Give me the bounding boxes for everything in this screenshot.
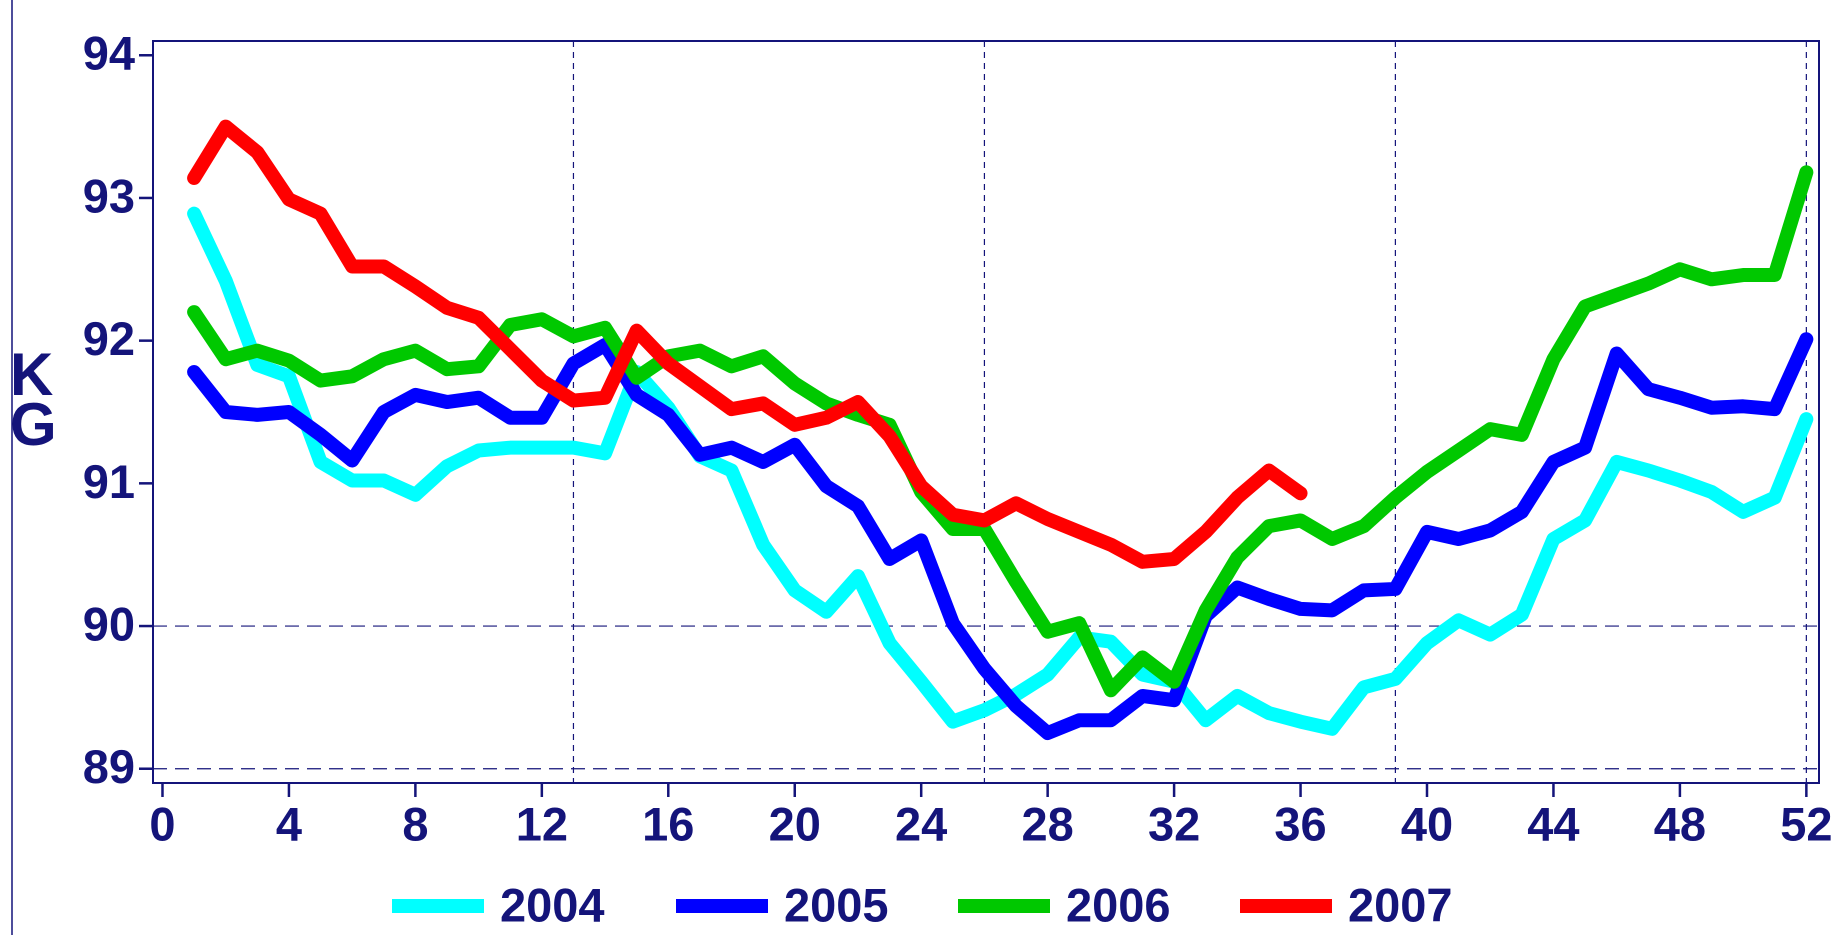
legend-label: 2007 (1348, 878, 1453, 931)
x-tick-label: 12 (516, 797, 568, 850)
x-tick-label: 40 (1401, 797, 1453, 850)
plot-frame (152, 40, 1820, 784)
legend-label: 2004 (500, 878, 605, 931)
y-tick-label: 94 (83, 27, 135, 80)
legend-label: 2005 (784, 878, 889, 931)
x-tick-label: 44 (1527, 797, 1579, 850)
y-tick-label: 90 (83, 597, 135, 650)
y-axis-label: KG (10, 341, 57, 458)
y-tick-label: 92 (83, 312, 135, 365)
series-line (187, 165, 1814, 698)
series-line (187, 206, 1814, 736)
x-tick-label: 52 (1780, 797, 1832, 850)
x-tick-label: 0 (149, 797, 175, 850)
x-tick-label: 20 (769, 797, 821, 850)
x-tick-label: 36 (1274, 797, 1326, 850)
x-tick-label: 16 (642, 797, 694, 850)
y-tick-label: 91 (83, 455, 135, 508)
series-line (187, 332, 1814, 741)
x-tick-label: 24 (895, 797, 947, 850)
x-tick-label: 32 (1148, 797, 1200, 850)
x-tick-label: 8 (402, 797, 428, 850)
series-line (187, 119, 1308, 569)
x-tick-label: 48 (1654, 797, 1706, 850)
y-tick-label: 89 (83, 740, 135, 793)
x-tick-label: 4 (276, 797, 302, 850)
x-tick-label: 28 (1022, 797, 1074, 850)
y-tick-label: 93 (83, 169, 135, 222)
legend-label: 2006 (1066, 878, 1171, 931)
